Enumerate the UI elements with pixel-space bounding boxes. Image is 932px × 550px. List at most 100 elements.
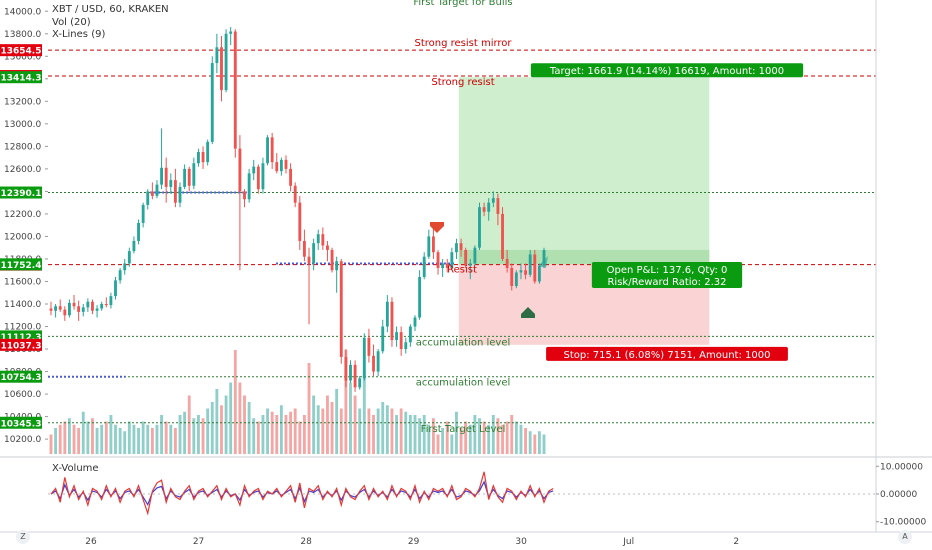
volume-bar <box>450 434 454 454</box>
pnl-label-text: Risk/Reward Ratio: 2.32 <box>607 277 726 288</box>
volume-bar <box>399 408 403 454</box>
candle-body <box>537 265 541 282</box>
candle-body <box>220 47 223 91</box>
volume-bar <box>95 428 99 454</box>
candle-body <box>330 249 334 271</box>
candle-body <box>459 243 463 250</box>
volume-bar <box>109 415 113 454</box>
candle-body <box>49 308 53 311</box>
candles <box>49 27 546 392</box>
candle-body <box>72 302 76 307</box>
candle-body <box>413 317 417 327</box>
candle-body <box>385 301 389 327</box>
candle-body <box>146 191 150 205</box>
candle-body <box>372 355 375 372</box>
volume-bar <box>215 389 219 454</box>
candle-body <box>229 31 233 34</box>
candle-body <box>109 296 113 306</box>
volume-bar <box>169 424 173 454</box>
volume-bar <box>519 424 523 454</box>
y-tick-label: 11400.0 <box>4 300 41 310</box>
price-line-label: Strong resist <box>431 77 494 88</box>
candle-body <box>266 137 269 164</box>
candle-body <box>187 168 191 186</box>
candle-body <box>252 166 256 174</box>
candle-body <box>408 326 412 343</box>
candle-body <box>302 240 306 257</box>
candle-body <box>155 184 159 196</box>
candle-body <box>528 254 532 275</box>
volume-bar <box>381 402 385 454</box>
volume-bar <box>256 421 260 454</box>
candle-body <box>376 351 380 372</box>
candle-body <box>431 236 435 253</box>
volume-bar <box>395 415 398 454</box>
volume-bar <box>183 411 187 454</box>
candle-body <box>358 378 362 388</box>
volume-bar <box>376 408 380 454</box>
xlines-indicator-label[interactable]: X-Lines (9) <box>52 29 106 40</box>
volume-bar <box>431 418 435 454</box>
candle-body <box>54 306 58 311</box>
y-tick-label: 11600.0 <box>4 277 41 287</box>
volume-bar <box>505 421 509 454</box>
candle-body <box>298 202 302 241</box>
pnl-label-text: Open P&L: 137.6, Qty: 0 <box>607 265 728 276</box>
volume-bar <box>77 428 81 454</box>
candle-body <box>215 47 219 64</box>
candle-body <box>422 256 426 277</box>
price-badge-label: 10754.3 <box>1 373 42 383</box>
volume-bar <box>81 411 85 454</box>
candle-body <box>514 272 518 286</box>
candle-body <box>395 332 398 341</box>
price-badge-label: 11112.3 <box>1 333 42 343</box>
volume-bar <box>127 421 131 454</box>
candle-body <box>367 337 371 356</box>
candle-body <box>399 332 403 350</box>
volume-bar <box>326 395 329 454</box>
candle-body <box>91 301 94 311</box>
candle-body <box>293 185 297 203</box>
vol-indicator-label[interactable]: Vol (20) <box>52 16 91 28</box>
volume-bar <box>537 431 541 454</box>
volume-bar <box>275 415 279 454</box>
x-volume-oscillator <box>48 471 876 516</box>
price-badge-label: 11752.4 <box>1 261 42 271</box>
candle-body <box>279 159 283 172</box>
volume-bar <box>220 405 223 454</box>
candle-body <box>95 308 99 311</box>
volume-bar <box>173 428 177 454</box>
y-tick-label: 13000.0 <box>4 120 41 130</box>
timezone-icon[interactable]: Z <box>16 530 30 544</box>
volume-bar <box>233 350 237 454</box>
candle-body <box>510 267 514 286</box>
y-tick-label: 13800.0 <box>4 30 41 40</box>
target-label-box <box>530 63 804 78</box>
price-line-label: accumulation level <box>416 337 511 348</box>
candle-body <box>519 270 523 273</box>
price-badge <box>0 71 42 84</box>
candle-body <box>491 198 495 203</box>
price-badges: 13654.513424.811749.912390.111112.310754… <box>0 44 42 429</box>
x-tick-label: 2 <box>733 537 739 547</box>
y-tick-label: 10200.0 <box>4 435 41 445</box>
volume-bar <box>104 421 108 454</box>
candle-body <box>127 251 131 264</box>
volume-bar <box>252 418 256 454</box>
volume-bar <box>413 415 417 454</box>
volume-bar <box>91 418 94 454</box>
candle-body <box>233 31 237 149</box>
candle-body <box>445 263 449 268</box>
volume-bar <box>261 415 265 454</box>
volume-bar <box>279 405 283 454</box>
x-tick-label: 26 <box>85 537 97 547</box>
volume-bar <box>455 411 458 454</box>
auto-scale-icon[interactable]: A <box>898 530 912 544</box>
candle-body <box>381 326 385 352</box>
volume-bar <box>427 424 431 454</box>
x-volume-title[interactable]: X-Volume <box>52 463 99 474</box>
volume-bar <box>72 424 76 454</box>
volume-bar <box>164 421 168 454</box>
osc-red-line <box>50 471 554 516</box>
candle-body <box>326 245 329 250</box>
